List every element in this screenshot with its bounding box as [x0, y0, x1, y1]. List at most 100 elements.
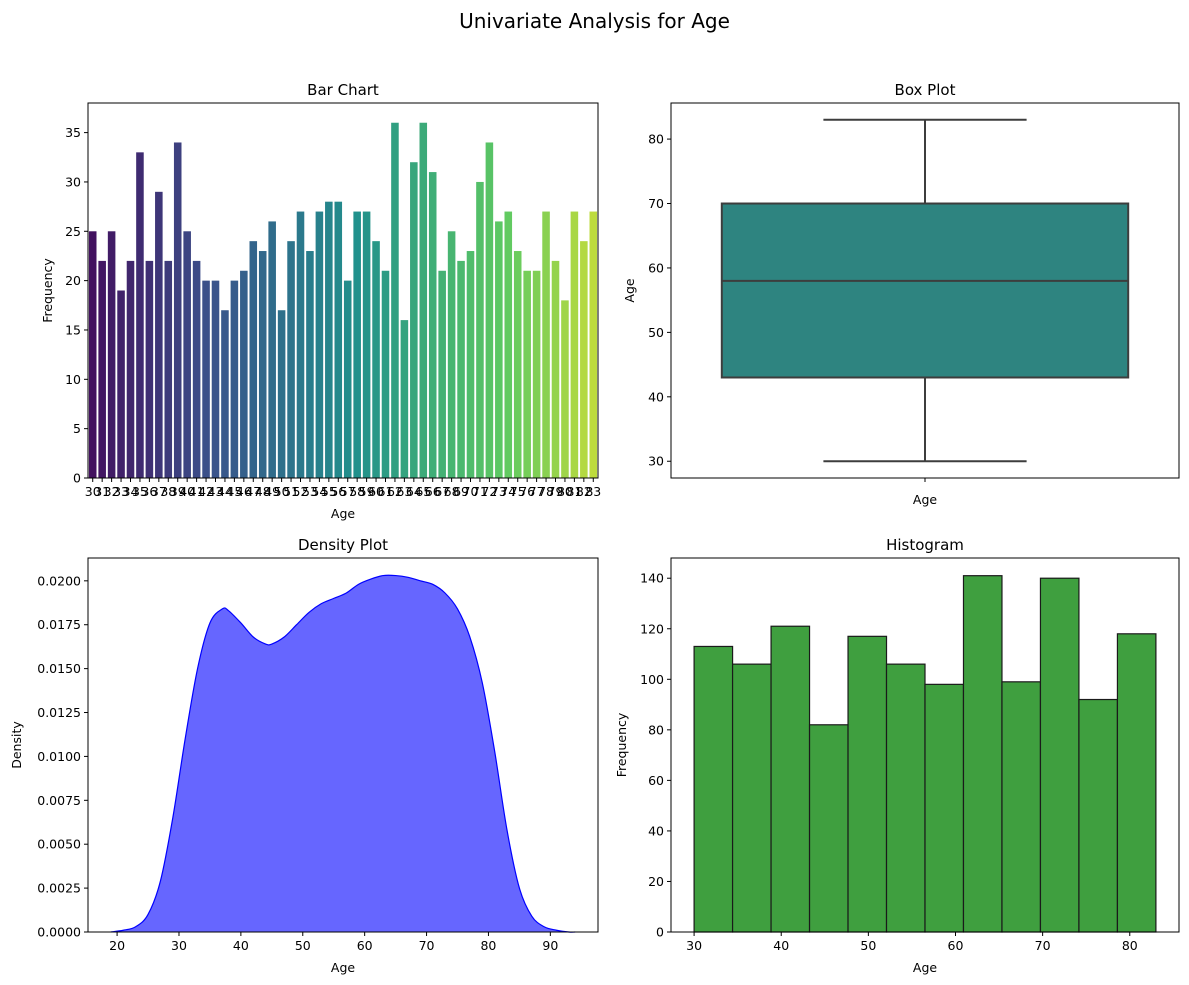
bar-chart-bar [504, 211, 513, 479]
bar-chart-bar [126, 260, 135, 478]
bar-chart-x-tick-label: 62 [387, 484, 403, 499]
bar-chart-bar [457, 260, 465, 478]
bar-chart-x-tick-label: 54 [311, 484, 327, 499]
bar-chart-x-tick-label: 42 [198, 484, 214, 499]
bar-chart-x-tick-label: 75 [510, 484, 526, 499]
bar-chart-bar [249, 241, 258, 478]
bar-chart-bar [240, 270, 248, 478]
bar-chart-x-tick-label: 57 [340, 484, 356, 499]
density-plot-x-tick-label: 80 [480, 938, 496, 953]
bar-chart-y-tick-label: 15 [65, 322, 81, 337]
bar-chart-x-tick-label: 30 [85, 484, 101, 499]
bar-chart-bar [334, 201, 343, 478]
bar-chart-x-tick-label: 35 [132, 484, 148, 499]
histogram-y-ticks: 0 20 40 60 80 100 120 140 [640, 571, 671, 940]
bar-chart-x-tick-label: 51 [283, 484, 299, 499]
bar-chart-x-tick-label: 44 [217, 484, 233, 499]
histogram-x-tick-label: 40 [773, 938, 789, 953]
bar-chart-bar [438, 270, 446, 478]
histogram-x-tick-label: 30 [686, 938, 702, 953]
bar-chart-bar [476, 181, 484, 478]
bar-chart-x-tick-label: 82 [576, 484, 592, 499]
bar-chart-bar [532, 270, 541, 478]
bar-chart-x-tick-label: 80 [557, 484, 573, 499]
density-plot-y-tick-label: 0.0050 [37, 837, 81, 852]
density-plot-x-tick-label: 60 [357, 938, 373, 953]
histogram-y-tick-label: 0 [656, 925, 664, 940]
bar-chart-bar [353, 211, 361, 479]
bar-chart-x-tick-label: 37 [151, 484, 167, 499]
density-plot-fill [110, 575, 576, 933]
bar-chart-bar [98, 260, 106, 478]
bar-chart-y-tick-label: 5 [73, 421, 81, 436]
bar-chart-bar [372, 241, 380, 478]
bar-chart-title: Bar Chart [307, 81, 379, 99]
bar-chart-y-tick-label: 35 [65, 125, 81, 140]
bar-chart-x-label: Age [331, 506, 355, 521]
density-plot-x-tick-label: 90 [542, 938, 558, 953]
bar-chart-y-label: Frequency [40, 258, 55, 323]
density-plot-y-label: Density [9, 721, 24, 769]
bar-chart-bar [268, 221, 276, 478]
bar-chart-bar [400, 320, 409, 478]
density-plot-line [110, 574, 576, 933]
density-plot-y-tick-label: 0.0100 [37, 749, 81, 764]
bar-chart-x-tick-label: 77 [529, 484, 545, 499]
bar-chart-x-tick-label: 52 [293, 484, 309, 499]
bar-chart-x-tick-label: 47 [245, 484, 261, 499]
bar-chart-bar [561, 300, 569, 478]
bar-chart-bar [155, 191, 163, 478]
bar-chart-bar [183, 231, 191, 478]
bar-chart-x-tick-label: 66 [425, 484, 441, 499]
density-plot-x-tick-label: 50 [295, 938, 311, 953]
bar-chart-x-tick-label: 67 [434, 484, 450, 499]
box-plot-panel: Box Plot 30 40 50 60 70 80 Age Age [622, 81, 1180, 507]
bar-chart-x-tick-label: 81 [566, 484, 582, 499]
box-plot-y-label: Age [622, 278, 637, 302]
density-plot-y-tick-label: 0.0200 [37, 573, 81, 588]
density-plot-panel: Density Plot 0.00000.00250.00500.00750.0… [9, 536, 599, 975]
density-plot-y-tick-label: 0.0150 [37, 661, 81, 676]
bar-chart-bar [580, 241, 588, 478]
histogram-bar [1116, 633, 1157, 933]
bar-chart-x-tick-label: 38 [160, 484, 176, 499]
bar-chart-x-tick-label: 76 [519, 484, 535, 499]
bar-chart-x-tick-label: 68 [444, 484, 460, 499]
bar-chart-bar [513, 251, 522, 478]
density-plot-y-tick-label: 0.0075 [37, 793, 81, 808]
box-plot-box [720, 202, 1130, 379]
bar-chart-bar [410, 162, 418, 479]
bar-chart-y-tick-label: 0 [73, 471, 81, 486]
histogram-y-label: Frequency [614, 712, 629, 777]
bar-chart-y-tick-label: 25 [65, 224, 81, 239]
bar-chart-x-tick-label: 40 [179, 484, 195, 499]
bar-chart-x-tick-label: 31 [94, 484, 110, 499]
histogram-bar [731, 663, 772, 933]
bar-chart-bar [145, 260, 154, 478]
histogram-bar [962, 575, 1003, 933]
histogram-panel: Histogram 0 20 40 60 80 100 120 140 30 40 50 60 70 8… [614, 536, 1180, 975]
bar-chart-x-tick-label: 33 [113, 484, 129, 499]
bar-chart-bar [296, 211, 305, 479]
bar-chart-bar [523, 270, 531, 478]
bar-chart-bar [325, 201, 333, 478]
bar-chart-bar [164, 260, 173, 478]
density-plot-title: Density Plot [298, 536, 388, 554]
bar-chart-bar [202, 280, 210, 478]
histogram-x-ticks: 30 40 50 60 70 80 [686, 932, 1138, 953]
box-plot-frame [670, 102, 1180, 479]
bar-chart-x-tick-label: 55 [321, 484, 337, 499]
density-plot-y-ticks: 0.0000 0.0025 0.0050 0.0075 0.0100 0.0125 0.01… [37, 573, 88, 940]
bar-chart-x-tick-label: 59 [359, 484, 375, 499]
bar-chart-bar [419, 122, 428, 478]
bar-chart-x-tick-label: 60 [368, 484, 384, 499]
bar-chart-bar [192, 260, 201, 478]
density-plot-x-tick-label: 70 [419, 938, 435, 953]
histogram-bar [1078, 698, 1119, 933]
box-plot-y-tick-label: 50 [648, 325, 664, 340]
bar-chart-bar [343, 280, 352, 478]
bar-chart-x-ticks: 3031323334353637383940414243444546474849… [85, 478, 601, 499]
histogram-x-tick-label: 70 [1035, 938, 1051, 953]
bar-chart-x-tick-label: 58 [349, 484, 365, 499]
